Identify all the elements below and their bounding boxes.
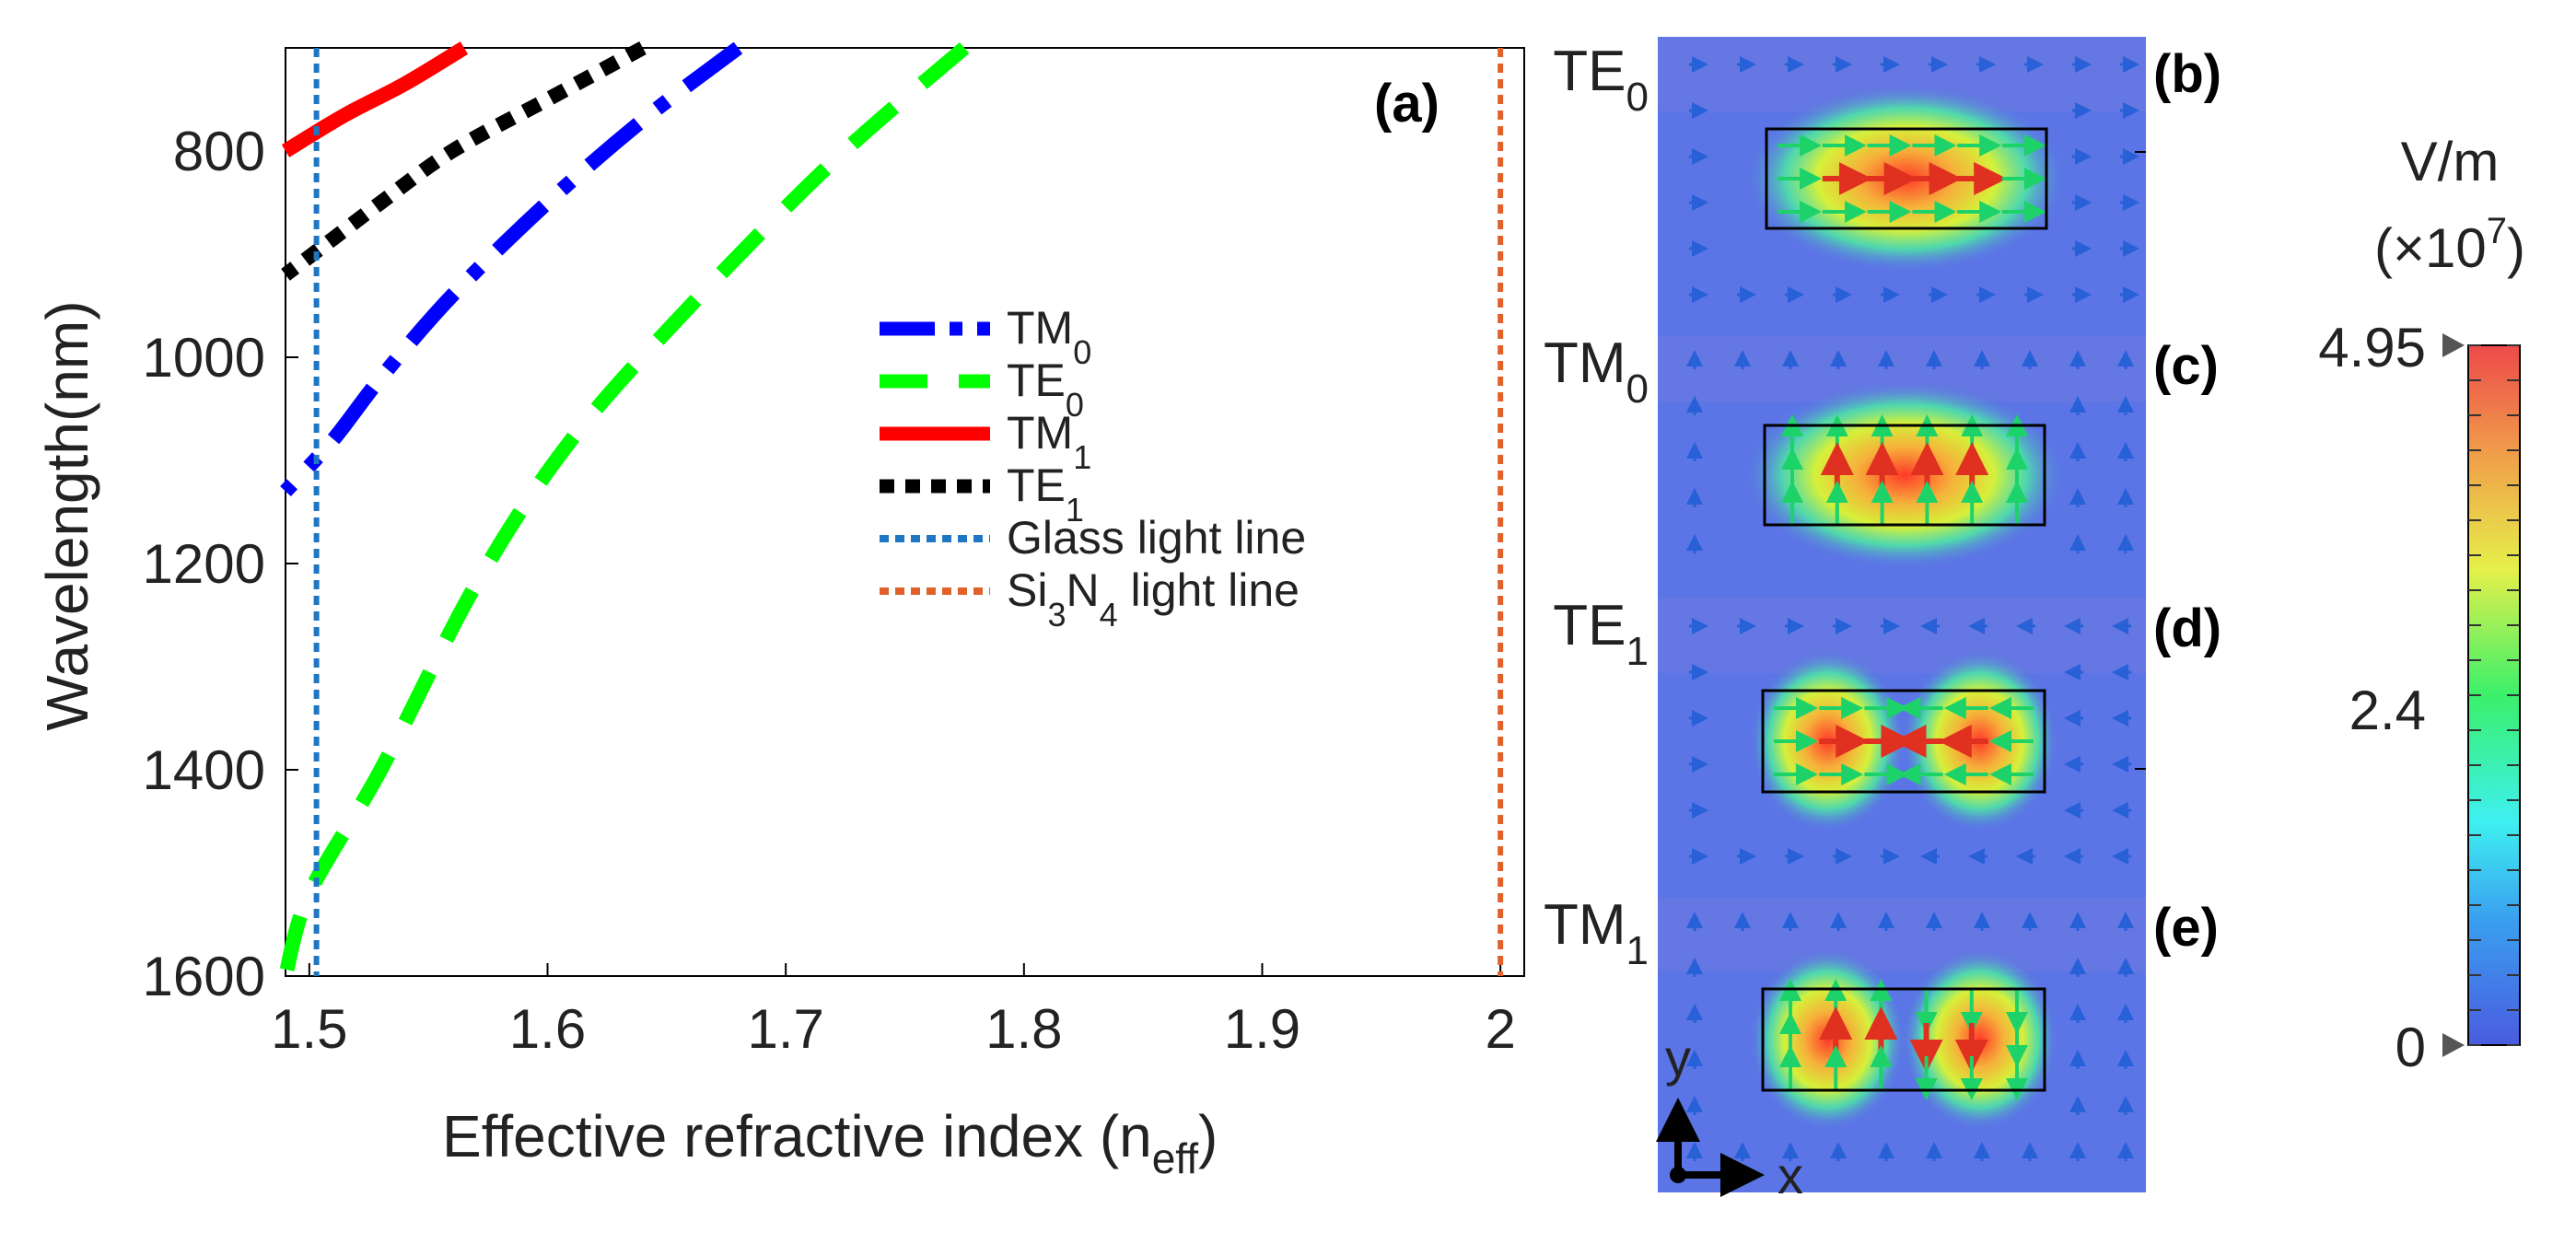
- colorbar-tick-min: 0: [2395, 1017, 2426, 1078]
- y-axis-letter: y: [1665, 1029, 1691, 1087]
- x-axis-letter: x: [1778, 1146, 1803, 1204]
- y-tick-label: 1200: [143, 533, 265, 595]
- y-tick-label: 1000: [143, 327, 265, 389]
- mode-panel-b: TE0 (b): [1553, 37, 2221, 303]
- colorbar-scale: (×107): [2374, 211, 2525, 279]
- mode-label: TM0: [1544, 331, 1649, 412]
- mode-label: TE1: [1553, 594, 1649, 674]
- legend-label: TE0: [1007, 355, 1084, 424]
- series-line-tm1: [281, 41, 469, 157]
- field-intensity: [1742, 380, 2068, 570]
- coordinate-axes: yx: [1656, 1029, 1803, 1204]
- panel-tag: (b): [2153, 44, 2221, 104]
- x-tick-label: 1.8: [985, 998, 1062, 1060]
- x-tick-label: 1.5: [271, 998, 347, 1060]
- legend-label: Si3N4 light line: [1007, 564, 1300, 634]
- series-lines: [278, 41, 1504, 979]
- y-tick-label: 1600: [143, 946, 265, 1007]
- colorbar: V/m (×107) 4.95 2.4 0: [2318, 131, 2525, 1078]
- mode-panel-d: TE1 (d): [1553, 594, 2221, 865]
- x-tick-label: 1.6: [509, 998, 586, 1060]
- origin-dot: [1670, 1167, 1686, 1183]
- cladding-band: [1658, 599, 2146, 674]
- y-ticks: 800 1000 1200 1400 1600: [143, 121, 298, 1007]
- legend-label: Glass light line: [1007, 512, 1306, 564]
- legend-label: TE1: [1007, 459, 1084, 529]
- mode-panel-c: TM0 (c): [1544, 331, 2219, 570]
- panel-tag: (e): [2153, 898, 2219, 958]
- x-tick-label: 2: [1485, 998, 1515, 1060]
- plot-frame: [285, 47, 1525, 977]
- cladding-band: [1658, 898, 2146, 971]
- waveguide-outline: [1763, 424, 2046, 527]
- mode-label: TM1: [1544, 893, 1649, 973]
- colorbar-max-marker: [2442, 333, 2465, 357]
- x-tick-label: 1.7: [747, 998, 823, 1060]
- panel-tag: (d): [2153, 599, 2221, 658]
- x-tick-label: 1.9: [1224, 998, 1300, 1060]
- panel-label-a: (a): [1374, 74, 1440, 134]
- colorbar-unit: V/m: [2401, 131, 2500, 192]
- y-axis-label: Wavelength(nm): [34, 300, 100, 730]
- y-tick-label: 800: [173, 121, 265, 182]
- panel-tag: (c): [2153, 336, 2219, 396]
- mode-field-panels: TE0 (b)TM0 (c)TE1 (d)TM1 (e)yx: [1544, 37, 2221, 1204]
- colorbar-tick-max: 4.95: [2318, 317, 2426, 378]
- x-ticks: 1.5 1.6 1.7 1.8 1.9 2: [271, 963, 1516, 1060]
- waveguide-outline: [1761, 987, 2046, 1092]
- y-tick-label: 1400: [143, 739, 265, 801]
- x-axis-label: Effective refractive index (neff): [442, 1103, 1218, 1182]
- waveguide-outline: [1765, 127, 2048, 230]
- mode-label: TE0: [1553, 40, 1649, 120]
- series-line-tm0: [280, 41, 743, 497]
- colorbar-tick-mid: 2.4: [2349, 680, 2426, 741]
- legend-label: TM0: [1007, 302, 1091, 371]
- series-line-te0: [278, 41, 970, 979]
- legend-label: TM1: [1007, 407, 1091, 476]
- colorbar-ticks: [2468, 344, 2520, 1046]
- series-line-te1: [281, 41, 647, 281]
- waveguide-outline: [1761, 689, 2046, 794]
- colorbar-min-marker: [2442, 1033, 2465, 1057]
- dispersion-chart: 1.5 1.6 1.7 1.8 1.9 2 800 1000 1200 1400 1600 (a)…: [34, 41, 1525, 1182]
